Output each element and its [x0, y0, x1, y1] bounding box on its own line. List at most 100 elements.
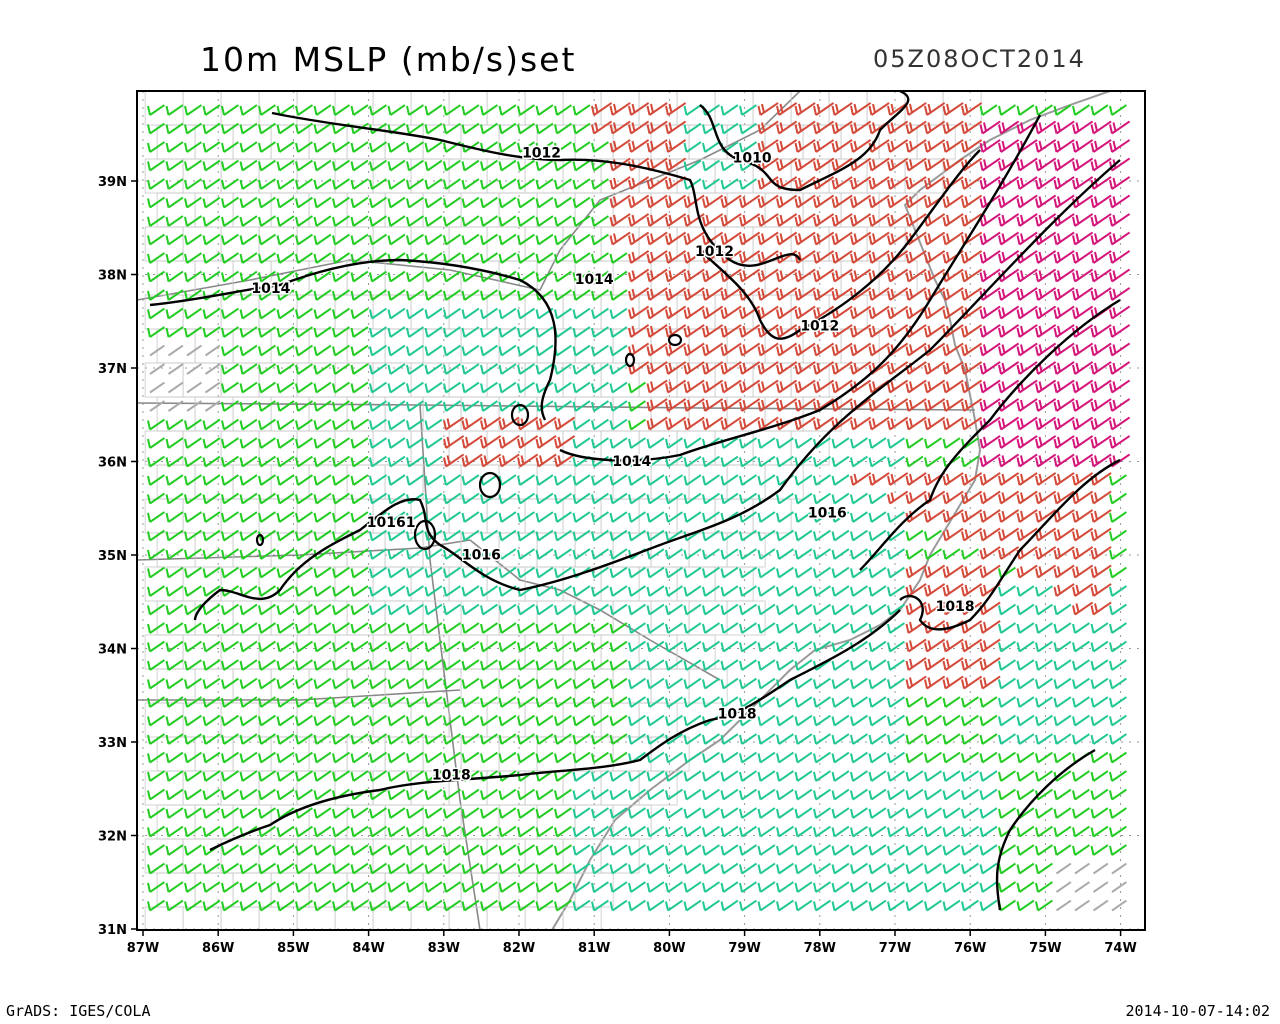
wind-barb	[646, 398, 668, 412]
wind-barb	[258, 659, 276, 671]
wind-barb	[739, 548, 757, 560]
wind-barb	[905, 250, 927, 264]
wind-barb	[905, 564, 927, 579]
wind-barb	[942, 751, 961, 764]
wind-barb	[535, 344, 554, 357]
wind-barb	[295, 455, 313, 468]
wind-barb	[1053, 361, 1075, 375]
isobar-label: 1014	[612, 454, 651, 470]
wind-barb	[887, 788, 905, 801]
wind-barb	[498, 289, 517, 301]
wind-barb	[369, 899, 387, 912]
wind-barb	[628, 733, 646, 745]
wind-barb	[794, 176, 816, 190]
wind-barb	[276, 899, 295, 912]
wind-barb	[332, 326, 350, 338]
wind-barb	[757, 416, 779, 431]
wind-barb	[905, 751, 924, 764]
wind-barb	[295, 677, 313, 690]
wind-barb	[535, 881, 554, 893]
wind-barb	[646, 603, 665, 616]
wind-barb	[258, 270, 276, 283]
wind-barb	[905, 361, 927, 375]
wind-barb	[850, 511, 868, 523]
wind-barb	[979, 324, 1001, 338]
wind-barb	[202, 825, 221, 838]
wind-barb	[535, 751, 554, 764]
wind-barb	[387, 492, 406, 505]
wind-barb	[757, 714, 776, 727]
wind-barb	[942, 899, 961, 912]
wind-barb	[424, 289, 443, 301]
wind-barb	[1016, 231, 1038, 246]
wind-barb	[794, 398, 816, 412]
wind-barb	[850, 714, 868, 727]
wind-barb	[979, 657, 1001, 671]
wind-barb	[776, 788, 794, 801]
wind-barb	[147, 437, 165, 449]
wind-barb	[813, 788, 831, 801]
wind-barb	[572, 659, 591, 671]
wind-barb	[924, 102, 946, 116]
wind-barb	[498, 435, 520, 449]
wind-barb	[628, 844, 646, 856]
county-cell	[600, 838, 640, 874]
wind-barb	[554, 844, 572, 856]
wind-barb	[1016, 899, 1035, 912]
wind-barb	[443, 807, 461, 819]
wind-barb	[813, 361, 835, 375]
wind-barb	[387, 104, 406, 116]
wind-barb	[1109, 176, 1131, 190]
wind-barb	[369, 455, 387, 468]
wind-barb	[424, 418, 443, 431]
isobar-line	[149, 258, 557, 421]
wind-barb	[739, 455, 757, 468]
wind-barb	[757, 455, 776, 468]
wind-barb	[350, 862, 369, 875]
wind-barb	[702, 529, 720, 542]
wind-barb	[295, 659, 313, 671]
wind-barb	[942, 696, 961, 708]
wind-barb	[461, 881, 480, 893]
wind-barb	[850, 770, 868, 782]
wind-barb	[831, 881, 850, 893]
wind-barb	[535, 233, 554, 246]
wind-barb	[868, 807, 887, 819]
wind-barb	[924, 862, 942, 875]
wind-barb	[202, 714, 221, 727]
wind-barb	[998, 435, 1020, 449]
wind-barb	[572, 862, 591, 875]
wind-barb	[591, 659, 609, 671]
wind-barb	[443, 344, 461, 357]
wind-barb	[517, 381, 535, 394]
wind-barb	[591, 233, 609, 246]
wind-barb	[1016, 287, 1038, 301]
wind-barb	[887, 398, 909, 412]
wind-barb	[165, 696, 184, 708]
wind-barb	[572, 770, 591, 782]
wind-barb	[572, 437, 591, 449]
wind-barb	[184, 603, 202, 616]
wind-barb	[498, 252, 517, 264]
wind-barb	[332, 603, 350, 616]
wind-barb	[239, 104, 258, 116]
wind-barb	[813, 268, 835, 283]
county-cell	[422, 124, 462, 160]
lat-label: 36N	[98, 456, 127, 471]
wind-barb	[961, 194, 983, 209]
wind-barb	[665, 529, 683, 542]
wind-barb	[942, 437, 961, 449]
wind-barb	[1053, 622, 1072, 634]
wind-barb	[535, 492, 554, 505]
county-cell	[460, 260, 500, 296]
wind-barb	[1053, 324, 1075, 338]
wind-barb	[776, 231, 798, 246]
wind-barb	[147, 677, 165, 690]
wind-barb	[239, 862, 258, 875]
wind-barb	[554, 788, 572, 801]
wind-barb	[369, 215, 387, 227]
wind-barb	[757, 751, 776, 764]
wind-barb	[924, 696, 942, 708]
wind-barb	[1072, 398, 1094, 412]
wind-barb	[1035, 104, 1053, 116]
